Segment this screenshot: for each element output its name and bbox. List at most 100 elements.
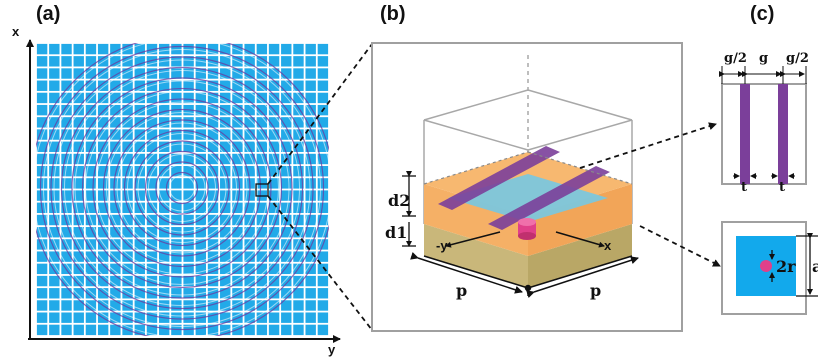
unit-cell — [97, 68, 109, 79]
unit-cell — [122, 300, 133, 311]
unit-cell — [317, 263, 329, 275]
unit-cell — [158, 104, 170, 116]
unit-cell — [110, 324, 121, 336]
unit-cell — [305, 251, 316, 262]
unit-cell — [146, 165, 158, 177]
unit-cell — [244, 263, 255, 275]
unit-cell — [305, 56, 316, 67]
unit-cell — [232, 92, 243, 104]
unit-cell — [110, 92, 121, 104]
strip-view-frame — [721, 83, 807, 185]
unit-cell — [122, 165, 133, 177]
unit-cell — [244, 92, 255, 104]
unit-cell — [73, 178, 84, 189]
unit-cell — [317, 312, 329, 323]
unit-cell — [122, 251, 133, 262]
unit-cell — [232, 190, 243, 201]
unit-cell — [49, 43, 60, 55]
unit-cell — [281, 68, 292, 79]
unit-cell — [134, 275, 145, 287]
unit-cell — [85, 288, 97, 299]
unit-cell — [97, 324, 109, 336]
unit-cell — [183, 80, 194, 91]
unit-cell — [171, 178, 182, 189]
unit-cell — [268, 263, 280, 275]
unit-cell — [207, 129, 219, 140]
unit-cell — [317, 300, 329, 311]
ring-gap — [148, 154, 216, 222]
unit-cell — [305, 141, 316, 152]
p-right-label: p — [590, 281, 601, 300]
unit-cell — [171, 92, 182, 104]
unit-cell — [110, 153, 121, 165]
unit-cell — [61, 92, 72, 104]
unit-cell — [158, 300, 170, 311]
unit-cell — [36, 263, 48, 275]
unit-cell — [281, 117, 292, 128]
unit-cell — [49, 80, 60, 91]
unit-cell — [317, 56, 329, 67]
unit-cell — [244, 68, 255, 79]
unit-cell — [183, 117, 194, 128]
unit-cell — [281, 227, 292, 238]
unit-cell — [122, 227, 133, 238]
unit-cell — [281, 288, 292, 299]
unit-cell — [171, 43, 182, 55]
unit-cell — [97, 251, 109, 262]
unit-cell — [244, 141, 255, 152]
unit-cell — [110, 165, 121, 177]
ring — [123, 129, 241, 247]
unit-cell — [146, 141, 158, 152]
unit-cell — [36, 275, 48, 287]
unit-cell — [220, 68, 231, 79]
unit-cell — [85, 129, 97, 140]
unit-cell — [220, 129, 231, 140]
unit-cell — [317, 275, 329, 287]
unit-cell — [146, 56, 158, 67]
unit-cell — [146, 324, 158, 336]
concentric-rings — [36, 43, 329, 336]
unit-cell — [281, 178, 292, 189]
unit-cell — [195, 324, 207, 336]
panel-c-label: (c) — [750, 3, 774, 25]
unit-cell — [207, 227, 219, 238]
unit-cell — [268, 312, 280, 323]
unit-cell — [207, 312, 219, 323]
ring — [134, 140, 230, 236]
unit-cell — [207, 165, 219, 177]
unit-cell — [73, 141, 84, 152]
unit-cell — [49, 300, 60, 311]
unit-cell — [268, 129, 280, 140]
unit-cell — [110, 202, 121, 214]
unit-cell — [134, 43, 145, 55]
unit-cell — [195, 92, 207, 104]
unit-cell — [281, 104, 292, 116]
unit-cell — [171, 263, 182, 275]
unit-cell — [171, 239, 182, 250]
unit-cell — [195, 239, 207, 250]
unit-cell — [220, 324, 231, 336]
unit-cell — [158, 239, 170, 250]
ring — [60, 66, 304, 310]
unit-cell — [183, 202, 194, 214]
unit-cell — [61, 288, 72, 299]
unit-cell — [317, 202, 329, 214]
unit-cell — [317, 324, 329, 336]
unit-cell — [171, 202, 182, 214]
unit-cell — [134, 227, 145, 238]
unit-cell — [134, 153, 145, 165]
unit-cell — [146, 43, 158, 55]
unit-cell — [293, 68, 304, 79]
unit-cell — [73, 92, 84, 104]
post-view-via — [760, 260, 772, 272]
unit-cell — [183, 141, 194, 152]
unit-cell — [36, 80, 48, 91]
ring — [113, 119, 251, 257]
unit-cell — [305, 214, 316, 226]
unit-cell — [61, 165, 72, 177]
unit-cell — [36, 92, 48, 104]
unit-cell — [73, 324, 84, 336]
unit-cell — [183, 275, 194, 287]
unit-cell — [171, 56, 182, 67]
unit-cell — [317, 43, 329, 55]
